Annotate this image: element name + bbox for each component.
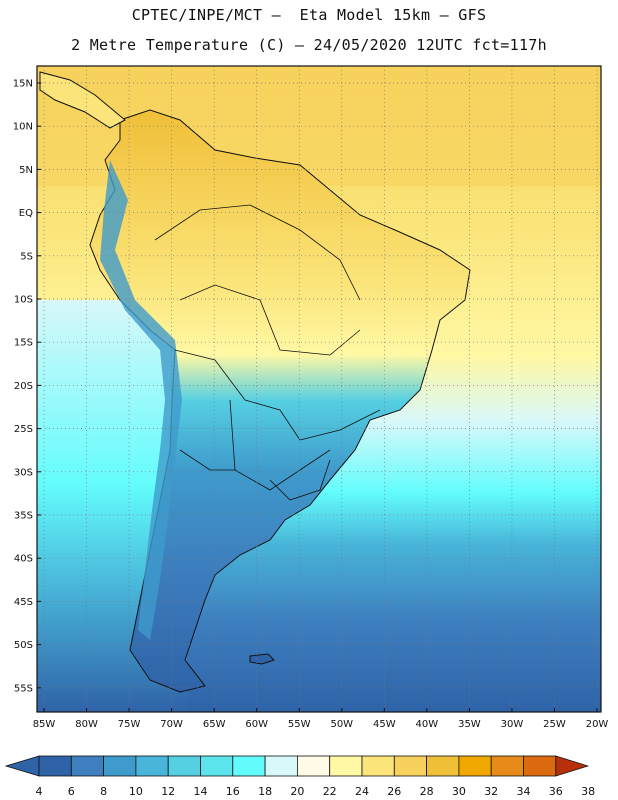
colorbar-swatch: [458, 755, 492, 777]
latitude-label: 10S: [14, 295, 33, 306]
colorbar-label: 12: [161, 785, 175, 798]
colorbar-swatch: [135, 755, 169, 777]
longitude-label: 40W: [416, 719, 439, 730]
colorbar-label: 20: [290, 785, 304, 798]
colorbar-swatch: [426, 755, 460, 777]
colorbar-label: 8: [100, 785, 107, 798]
longitude-label: 80W: [75, 719, 98, 730]
longitude-label: 75W: [118, 719, 141, 730]
colorbar-label: 4: [36, 785, 43, 798]
colorbar-swatch: [523, 755, 557, 777]
latitude-label: 45S: [14, 597, 33, 608]
colorbar-label: 30: [452, 785, 466, 798]
temperature-field: [37, 66, 601, 712]
latitude-label: 30S: [14, 467, 33, 478]
colorbar-label: 22: [323, 785, 337, 798]
longitude-labels: 85W 80W 75W 70W 65W 60W 55W 50W 45W 40W 35W 30W 25W 2…: [33, 708, 609, 730]
colorbar-label: 14: [194, 785, 208, 798]
falkland-islands: [249, 653, 275, 665]
latitude-label: 10N: [13, 122, 33, 133]
map-frame: [36, 65, 602, 713]
colorbar-swatch: [264, 755, 298, 777]
latitude-label: 5S: [20, 251, 33, 262]
colorbar-label: 18: [258, 785, 272, 798]
colorbar-label: 34: [517, 785, 531, 798]
country-borders: [154, 204, 381, 501]
latitude-label: 25S: [14, 424, 33, 435]
colorbar-label: 10: [129, 785, 143, 798]
longitude-label: 60W: [245, 719, 268, 730]
longitude-label: 25W: [543, 719, 566, 730]
colorbar-label: 16: [226, 785, 240, 798]
colorbar-label: 38: [581, 785, 595, 798]
latitude-label: 55S: [14, 683, 33, 694]
colorbar-swatch: [103, 755, 137, 777]
latitude-label: 40S: [14, 554, 33, 565]
longitude-label: 55W: [288, 719, 311, 730]
latitude-label: 20S: [14, 381, 33, 392]
latitude-label: EQ: [19, 208, 33, 219]
longitude-label: 45W: [373, 719, 396, 730]
map-title-line-2: 2 Metre Temperature (C) – 24/05/2020 12U…: [71, 36, 547, 54]
colorbar-swatch: [296, 755, 331, 777]
longitude-label: 85W: [33, 719, 56, 730]
colorbar-swatch: [167, 755, 201, 777]
colorbar-swatch: [70, 755, 105, 777]
latitude-label: 15S: [14, 338, 33, 349]
colorbar-swatch: [38, 755, 72, 777]
central-america: [39, 71, 126, 129]
colorbar-label: 26: [387, 785, 401, 798]
colorbar-swatch: [232, 755, 266, 777]
colorbar-arrow-high: [555, 755, 590, 777]
colorbar-label: 28: [420, 785, 434, 798]
colorbar-label: 32: [484, 785, 498, 798]
andes-highlands: [100, 160, 182, 640]
longitude-label: 35W: [458, 719, 481, 730]
colorbar-swatch: [393, 755, 427, 777]
latitude-label: 15N: [13, 79, 33, 90]
longitude-label: 20W: [586, 719, 609, 730]
colorbar-swatch: [361, 755, 395, 777]
longitude-label: 65W: [203, 719, 226, 730]
colorbar: 4 6 8 10 12 14 16 18 20 22 24 26 28 30 32 34 36 38: [4, 755, 595, 798]
colorbar-label: 6: [68, 785, 75, 798]
longitude-label: 70W: [160, 719, 183, 730]
latitude-label: 5N: [19, 165, 33, 176]
map-title-line-1: CPTEC/INPE/MCT – Eta Model 15km – GFS: [131, 6, 487, 24]
colorbar-swatch: [490, 755, 524, 777]
colorbar-swatch: [200, 755, 234, 777]
colorbar-label: 36: [549, 785, 563, 798]
latitude-label: 50S: [14, 640, 33, 651]
colorbar-swatch: [329, 755, 363, 777]
longitude-label: 50W: [330, 719, 353, 730]
latitude-label: 35S: [14, 511, 33, 522]
colorbar-label: 24: [355, 785, 369, 798]
longitude-label: 30W: [501, 719, 524, 730]
latitude-labels: 15N 10N 5N EQ 5S 10S 15S 20S 25S 30S 35S 40S 45S 50S 5…: [13, 79, 41, 694]
colorbar-arrow-low: [4, 755, 40, 777]
